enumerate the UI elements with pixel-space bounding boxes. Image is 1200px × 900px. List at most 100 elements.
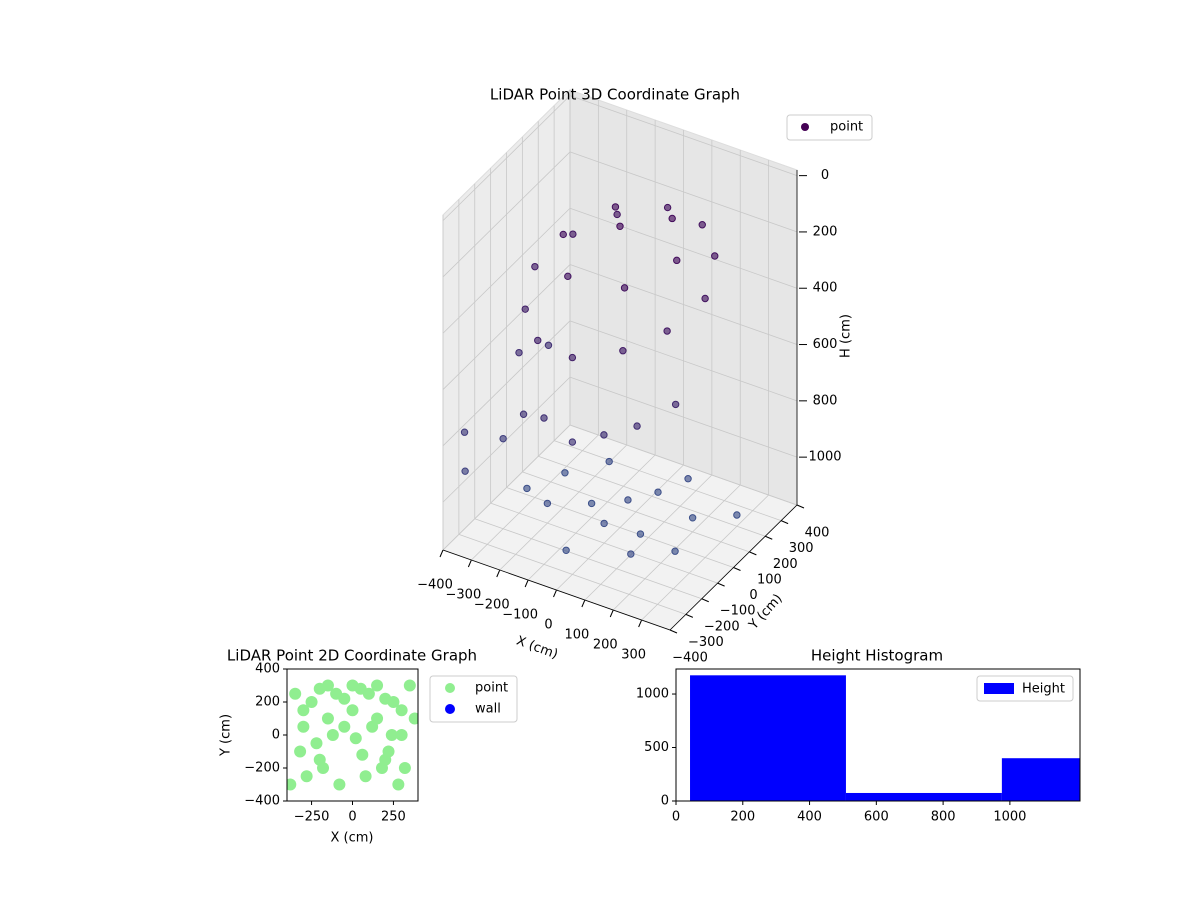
grid-line xyxy=(506,487,734,568)
y-tick-label: 400 xyxy=(805,526,830,541)
z-tick-label: 400 xyxy=(813,281,838,296)
x-tick-label: 100 xyxy=(564,628,589,643)
x-tick-label: 0 xyxy=(672,810,680,825)
point xyxy=(569,230,577,238)
point xyxy=(395,729,408,741)
point xyxy=(564,272,572,281)
point xyxy=(673,256,681,265)
legend-label: point xyxy=(475,681,508,696)
point xyxy=(671,547,679,555)
grid-line xyxy=(569,95,798,177)
point xyxy=(321,679,334,692)
x-tick xyxy=(439,549,444,558)
x-axis-label: X (cm) xyxy=(331,831,374,846)
legend-box xyxy=(786,114,873,141)
y-tick xyxy=(749,551,757,556)
x-tick xyxy=(581,599,586,608)
point xyxy=(395,704,408,717)
point xyxy=(534,336,542,345)
point xyxy=(371,712,384,725)
x-tick-label: −250 xyxy=(294,810,330,825)
point xyxy=(620,284,629,292)
legend-marker xyxy=(445,683,455,693)
grid-line xyxy=(458,533,687,615)
z-tick-label: 600 xyxy=(813,337,838,352)
y-tick-label: −400 xyxy=(244,794,280,809)
point xyxy=(297,720,310,733)
point xyxy=(356,748,369,761)
legend-label: point xyxy=(830,120,863,135)
y-tick xyxy=(765,535,773,540)
point xyxy=(605,457,613,466)
bar xyxy=(1001,758,1080,801)
point xyxy=(562,546,570,555)
chart-title: LiDAR Point 3D Coordinate Graph xyxy=(490,86,740,104)
grid-line xyxy=(442,207,571,334)
point xyxy=(701,294,709,303)
x-tick xyxy=(553,589,557,598)
axes-frame xyxy=(675,668,1081,802)
point xyxy=(305,696,318,708)
y-tick-label: −200 xyxy=(244,761,280,776)
point xyxy=(600,431,608,439)
z-tick-label: 1000 xyxy=(808,450,841,465)
point xyxy=(568,353,577,362)
grid-line xyxy=(553,440,782,522)
point xyxy=(294,745,307,758)
point xyxy=(523,484,531,493)
y-tick-label: 1000 xyxy=(636,687,669,702)
point xyxy=(519,410,528,418)
point xyxy=(362,687,375,700)
y-tick xyxy=(733,567,741,571)
legend-label: Height xyxy=(1022,682,1065,697)
legend-marker xyxy=(984,683,1014,694)
y-tick-label: −400 xyxy=(672,651,708,666)
grid-line xyxy=(442,264,571,390)
point xyxy=(561,469,569,477)
y-tick-label: −300 xyxy=(688,635,724,650)
x-tick-label: 600 xyxy=(864,810,889,825)
y-tick-label: 200 xyxy=(255,695,280,710)
point xyxy=(663,203,672,212)
point xyxy=(684,475,692,483)
point xyxy=(711,252,719,260)
grid-line xyxy=(569,151,798,233)
y-tick-label: 200 xyxy=(773,557,798,572)
point xyxy=(398,762,411,774)
point xyxy=(326,729,339,741)
x-tick-label: 300 xyxy=(621,648,646,663)
grid-line xyxy=(490,502,718,584)
x-tick xyxy=(638,619,643,628)
y-tick-label: 400 xyxy=(255,662,280,677)
point xyxy=(619,347,627,355)
point xyxy=(346,704,359,717)
point xyxy=(515,348,523,357)
y-tick-label: 0 xyxy=(661,794,669,809)
z-axis-label: H (cm) xyxy=(839,314,854,358)
point xyxy=(568,438,577,446)
x-tick xyxy=(496,569,501,578)
point xyxy=(385,729,398,741)
x-tick-label: −100 xyxy=(502,608,538,623)
z-tick-label: 800 xyxy=(813,393,838,408)
legend-marker xyxy=(445,704,455,714)
x-tick-label: 400 xyxy=(797,810,822,825)
point xyxy=(333,778,346,791)
x-tick-label: 200 xyxy=(593,638,618,653)
y-tick-label: 300 xyxy=(789,541,814,556)
point xyxy=(616,222,624,230)
point xyxy=(671,400,680,409)
grid-line xyxy=(569,424,798,506)
grid-line xyxy=(522,471,750,553)
x-tick-label: −200 xyxy=(474,598,510,613)
point xyxy=(499,434,507,443)
point xyxy=(392,778,405,791)
grid-line xyxy=(569,207,798,289)
point xyxy=(300,770,313,783)
x-tick xyxy=(524,579,529,588)
point xyxy=(531,262,539,271)
point xyxy=(461,467,469,475)
point xyxy=(611,203,620,211)
point xyxy=(733,511,741,519)
